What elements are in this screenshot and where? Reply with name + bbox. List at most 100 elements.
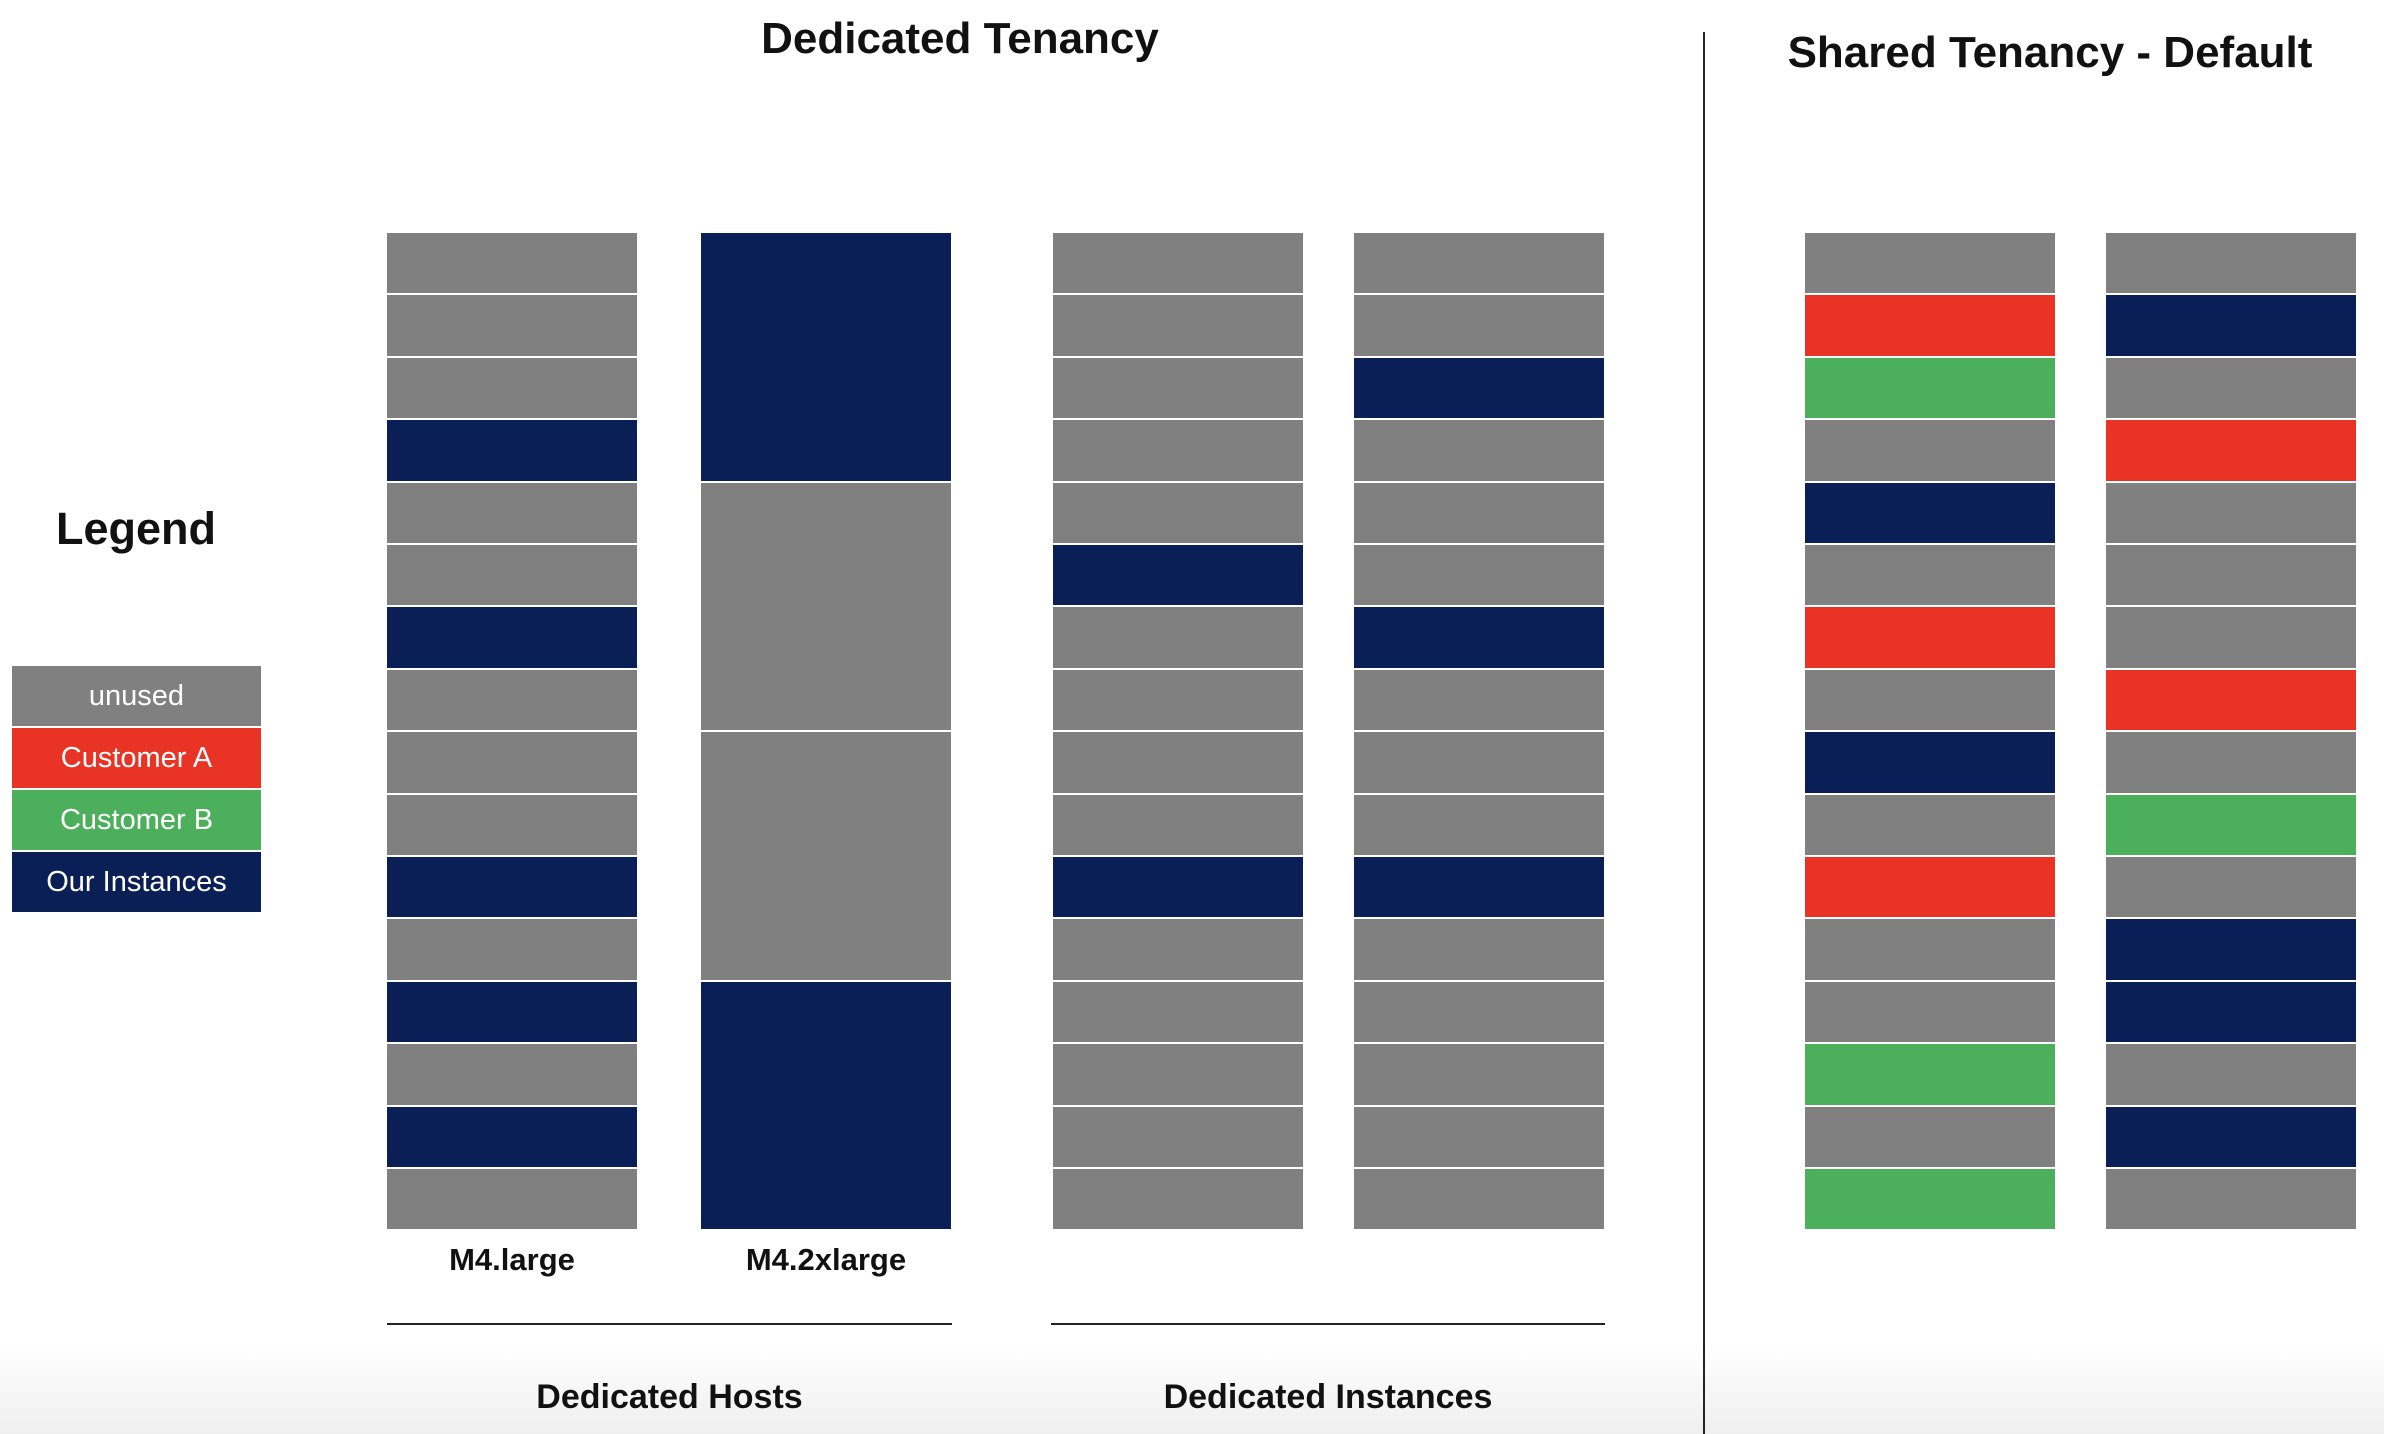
slot-customer-a bbox=[1805, 295, 2055, 356]
legend-item-unused: unused bbox=[12, 666, 261, 726]
slot-ours bbox=[2106, 1106, 2356, 1167]
slot-unused bbox=[1805, 545, 2055, 606]
slot-unused bbox=[387, 233, 637, 294]
bottom-fade bbox=[0, 1344, 2384, 1434]
dedicated-tenancy-title: Dedicated Tenancy bbox=[761, 14, 1159, 63]
slot-unused bbox=[2106, 857, 2356, 918]
slot-unused bbox=[1053, 981, 1303, 1043]
shared-tenancy-title: Shared Tenancy - Default bbox=[1787, 28, 2313, 77]
slot-ours bbox=[1354, 857, 1604, 918]
slot-unused bbox=[387, 545, 637, 606]
slot-unused bbox=[1053, 607, 1303, 668]
slot-customer-a bbox=[2106, 420, 2356, 481]
slot-unused bbox=[387, 794, 637, 855]
slot-unused bbox=[2106, 233, 2356, 294]
dedicated-instances-rule bbox=[1051, 1323, 1605, 1325]
slot-unused bbox=[1354, 545, 1604, 606]
slot-unused bbox=[1805, 794, 2055, 855]
slot-unused bbox=[1053, 233, 1303, 294]
slot-unused bbox=[1805, 981, 2055, 1043]
slot-unused bbox=[1354, 794, 1604, 855]
column-dedicated-instances-1 bbox=[1053, 233, 1303, 1231]
slot-unused bbox=[1805, 1106, 2055, 1167]
slot-unused bbox=[701, 732, 951, 980]
column-m4-2xlarge bbox=[701, 233, 951, 1231]
slot-unused bbox=[387, 482, 637, 543]
slot-ours bbox=[2106, 981, 2356, 1043]
slot-unused bbox=[2106, 482, 2356, 543]
slot-unused bbox=[1354, 981, 1604, 1043]
slot-unused bbox=[1354, 233, 1604, 294]
column-shared-1 bbox=[1805, 233, 2055, 1231]
slot-customer-b bbox=[1805, 1169, 2055, 1230]
slot-ours bbox=[1805, 482, 2055, 543]
slot-unused bbox=[2106, 357, 2356, 419]
slot-unused bbox=[1053, 669, 1303, 731]
slot-unused bbox=[387, 732, 637, 793]
column-m4-large bbox=[387, 233, 637, 1231]
slot-unused bbox=[1354, 295, 1604, 356]
column-shared-2 bbox=[2106, 233, 2356, 1231]
slot-unused bbox=[1354, 919, 1604, 980]
slot-customer-b bbox=[1805, 1044, 2055, 1105]
slot-unused bbox=[1053, 794, 1303, 855]
slot-unused bbox=[1805, 669, 2055, 731]
slot-ours bbox=[387, 1106, 637, 1167]
slot-unused bbox=[2106, 607, 2356, 668]
slot-customer-b bbox=[2106, 794, 2356, 855]
slot-unused bbox=[2106, 545, 2356, 606]
slot-ours bbox=[387, 607, 637, 668]
slot-unused bbox=[1053, 1106, 1303, 1167]
slot-unused bbox=[1354, 669, 1604, 731]
slot-unused bbox=[387, 669, 637, 731]
slot-ours bbox=[1354, 357, 1604, 419]
slot-customer-a bbox=[1805, 607, 2055, 668]
slot-ours bbox=[2106, 295, 2356, 356]
group-label-dedicated-instances: Dedicated Instances bbox=[1163, 1378, 1493, 1416]
slot-ours bbox=[1053, 545, 1303, 606]
column-label-m4-large: M4.large bbox=[449, 1242, 575, 1277]
section-divider bbox=[1703, 32, 1705, 1434]
slot-unused bbox=[1805, 420, 2055, 481]
slot-customer-a bbox=[1805, 857, 2055, 918]
slot-ours bbox=[387, 981, 637, 1043]
slot-unused bbox=[1805, 233, 2055, 294]
legend-item-customer-b: Customer B bbox=[12, 790, 261, 850]
slot-ours bbox=[387, 420, 637, 481]
dedicated-hosts-rule bbox=[387, 1323, 952, 1325]
slot-unused bbox=[1354, 1044, 1604, 1105]
slot-unused bbox=[1053, 482, 1303, 543]
slot-unused bbox=[1053, 1169, 1303, 1230]
slot-ours bbox=[1354, 607, 1604, 668]
slot-unused bbox=[1053, 420, 1303, 481]
slot-unused bbox=[387, 1169, 637, 1230]
slot-unused bbox=[387, 295, 637, 356]
slot-ours bbox=[2106, 919, 2356, 980]
slot-unused bbox=[1354, 482, 1604, 543]
column-dedicated-instances-2 bbox=[1354, 233, 1604, 1231]
slot-customer-a bbox=[2106, 669, 2356, 731]
slot-unused bbox=[387, 919, 637, 980]
slot-unused bbox=[701, 482, 951, 731]
slot-ours bbox=[1805, 732, 2055, 793]
slot-ours bbox=[387, 857, 637, 918]
slot-unused bbox=[387, 1044, 637, 1105]
column-label-m4-2xlarge: M4.2xlarge bbox=[745, 1242, 907, 1277]
slot-unused bbox=[387, 357, 637, 419]
slot-unused bbox=[1053, 919, 1303, 980]
slot-unused bbox=[1053, 357, 1303, 419]
slot-unused bbox=[1354, 420, 1604, 481]
slot-unused bbox=[1053, 1044, 1303, 1105]
slot-unused bbox=[1053, 295, 1303, 356]
legend-title: Legend bbox=[55, 503, 216, 554]
slot-customer-b bbox=[1805, 357, 2055, 419]
slot-ours bbox=[701, 981, 951, 1230]
slot-unused bbox=[1053, 732, 1303, 793]
legend: unused Customer A Customer B Our Instanc… bbox=[12, 666, 261, 914]
slot-unused bbox=[1354, 1106, 1604, 1167]
group-label-dedicated-hosts: Dedicated Hosts bbox=[536, 1378, 803, 1416]
slot-unused bbox=[1805, 919, 2055, 980]
slot-unused bbox=[2106, 1044, 2356, 1105]
slot-unused bbox=[1354, 1169, 1604, 1230]
slot-unused bbox=[2106, 1169, 2356, 1230]
